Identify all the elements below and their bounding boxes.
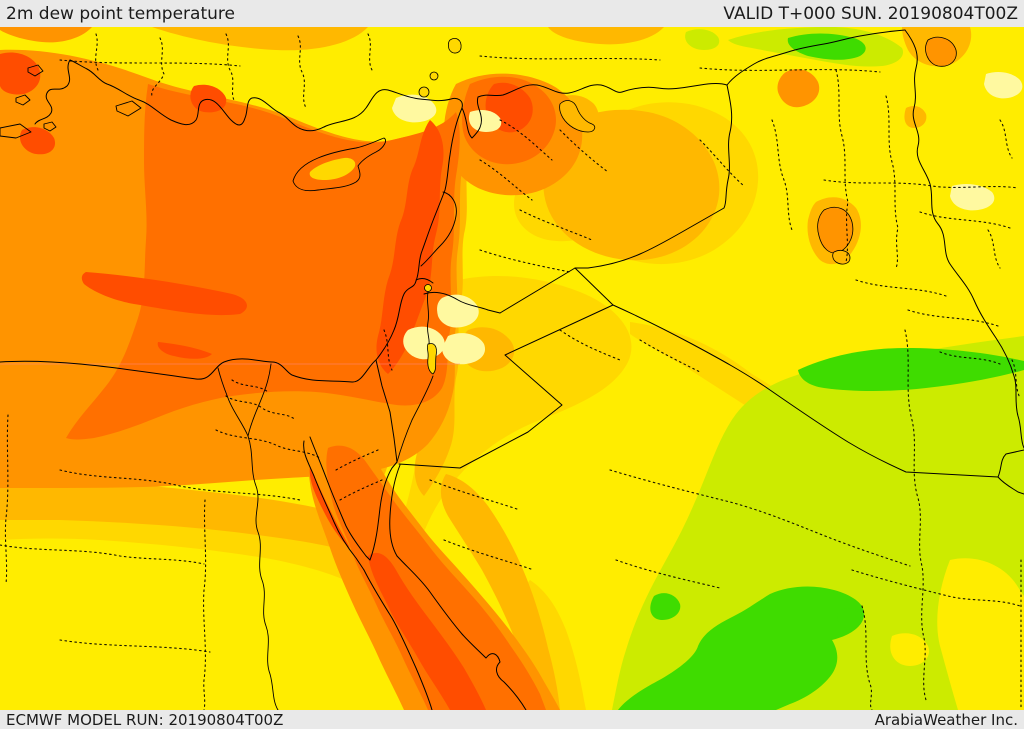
gulf-of-aqaba-west-shore: [369, 461, 398, 561]
border-iraq-saudi: [612, 304, 999, 478]
gulf-of-suez-west-shore: [303, 440, 365, 571]
nile-river: [217, 363, 279, 710]
lake-tuz: [447, 38, 462, 54]
country-borders: [375, 29, 1024, 495]
lake-assad: [559, 100, 596, 133]
red-sea-west-coast: [363, 569, 433, 710]
border-iraq-iran: [904, 29, 1024, 449]
layer-amber: [0, 27, 972, 710]
model-run-label: ECMWF MODEL RUN: 20190804T00Z: [6, 710, 284, 729]
red-sea-east-coast: [396, 555, 527, 710]
cyprus-island: [292, 137, 387, 192]
lake-beysehir: [418, 86, 430, 98]
border-syria-iraq: [574, 84, 733, 269]
sea-of-galilee: [424, 284, 432, 292]
brand-label: ArabiaWeather Inc.: [874, 710, 1018, 729]
map-canvas: [0, 27, 1024, 710]
layer-red: [0, 52, 533, 710]
border-israel-egypt: [375, 359, 398, 463]
border-kuwait: [997, 449, 1024, 495]
border-jordan-syria: [423, 291, 501, 314]
map-title: 2m dew point temperature: [6, 3, 235, 24]
footer-bar: ECMWF MODEL RUN: 20190804T00Z ArabiaWeat…: [0, 710, 1024, 729]
jordan-river-arava: [396, 291, 434, 463]
border-turkey-iraq: [726, 29, 906, 86]
validity-label: VALID T+000 SUN. 20190804T00Z: [723, 3, 1018, 24]
gulf-of-aqaba-east-shore: [389, 464, 401, 557]
layer-green: [618, 33, 1024, 710]
border-turkey-syria: [461, 82, 728, 139]
border-lebanon: [415, 191, 457, 284]
coastline: [0, 59, 527, 710]
dead-sea: [426, 343, 437, 375]
lake-habbaniyah: [832, 250, 851, 265]
lake-egirdir: [429, 71, 439, 81]
header-bar: 2m dew point temperature VALID T+000 SUN…: [0, 0, 1024, 27]
layer-yellow-patches: [890, 558, 1024, 710]
admin-boundaries: [0, 33, 1022, 710]
lakes: [418, 36, 957, 375]
lake-urmia: [925, 36, 957, 67]
border-jordan-iraq: [499, 267, 614, 314]
gulf-of-suez-east-shore: [309, 436, 371, 561]
weather-map: [0, 27, 1024, 710]
border-jordan-saudi: [398, 304, 614, 469]
